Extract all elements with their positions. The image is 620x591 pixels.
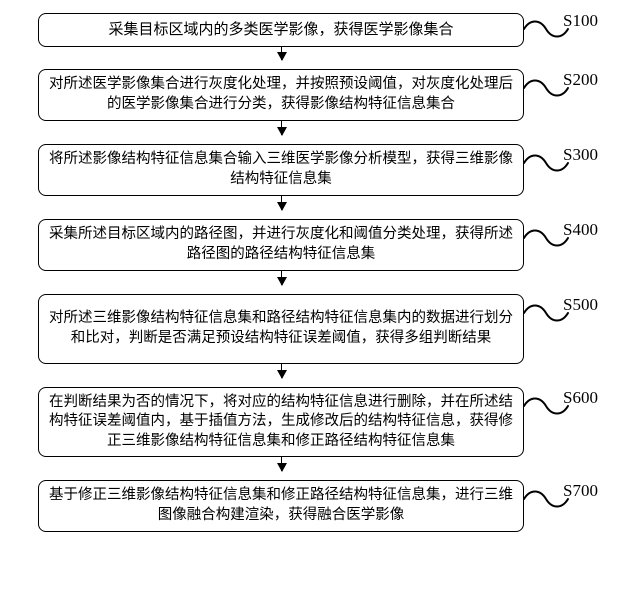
flow-node-s500: 对所述三维影像结构特征信息集和路径结构特征信息集内的数据进行划分和比对，判断是否… — [38, 294, 524, 364]
flow-arrow — [281, 121, 282, 135]
flow-node-s200: 对所述医学影像集合进行灰度化处理，并按照预设阈值，对灰度化处理后的医学影像集合进… — [38, 69, 524, 121]
squiggle-connector — [522, 224, 570, 252]
flow-arrow — [281, 47, 282, 60]
flow-node-text: 对所述医学影像集合进行灰度化处理，并按照预设阈值，对灰度化处理后的医学影像集合进… — [49, 75, 513, 114]
flow-arrow — [281, 271, 282, 285]
flow-node-text: 采集目标区域内的多类医学影像，获得医学影像集合 — [49, 20, 513, 40]
flow-node-s100: 采集目标区域内的多类医学影像，获得医学影像集合 — [38, 13, 524, 47]
flow-node-text: 基于修正三维影像结构特征信息集和修正路径结构特征信息集，进行三维图像融合构建渲染… — [49, 486, 513, 525]
flow-node-s400: 采集所述目标区域内的路径图，并进行灰度化和阈值分类处理，获得所述路径图的路径结构… — [38, 219, 524, 271]
flow-node-text: 将所述影像结构特征信息集合输入三维医学影像分析模型，获得三维影像结构特征信息集 — [49, 150, 513, 189]
flow-node-s600: 在判断结果为否的情况下，将对应的结构特征信息进行删除，并在所述结构特征误差阈值内… — [38, 387, 524, 457]
squiggle-connector — [522, 149, 570, 177]
squiggle-connector — [522, 299, 570, 327]
flow-arrow — [281, 364, 282, 378]
squiggle-connector — [522, 392, 570, 420]
flow-node-s300: 将所述影像结构特征信息集合输入三维医学影像分析模型，获得三维影像结构特征信息集 — [38, 144, 524, 196]
flow-node-text: 对所述三维影像结构特征信息集和路径结构特征信息集内的数据进行划分和比对，判断是否… — [49, 309, 513, 348]
squiggle-connector — [522, 485, 570, 513]
flow-arrow — [281, 196, 282, 210]
squiggle-connector — [522, 74, 570, 102]
flow-arrow — [281, 457, 282, 471]
flowchart-canvas: 采集目标区域内的多类医学影像，获得医学影像集合对所述医学影像集合进行灰度化处理，… — [0, 0, 620, 591]
flow-node-s700: 基于修正三维影像结构特征信息集和修正路径结构特征信息集，进行三维图像融合构建渲染… — [38, 480, 524, 532]
flow-node-text: 采集所述目标区域内的路径图，并进行灰度化和阈值分类处理，获得所述路径图的路径结构… — [49, 225, 513, 264]
flow-node-text: 在判断结果为否的情况下，将对应的结构特征信息进行删除，并在所述结构特征误差阈值内… — [49, 393, 513, 452]
squiggle-connector — [522, 15, 570, 43]
